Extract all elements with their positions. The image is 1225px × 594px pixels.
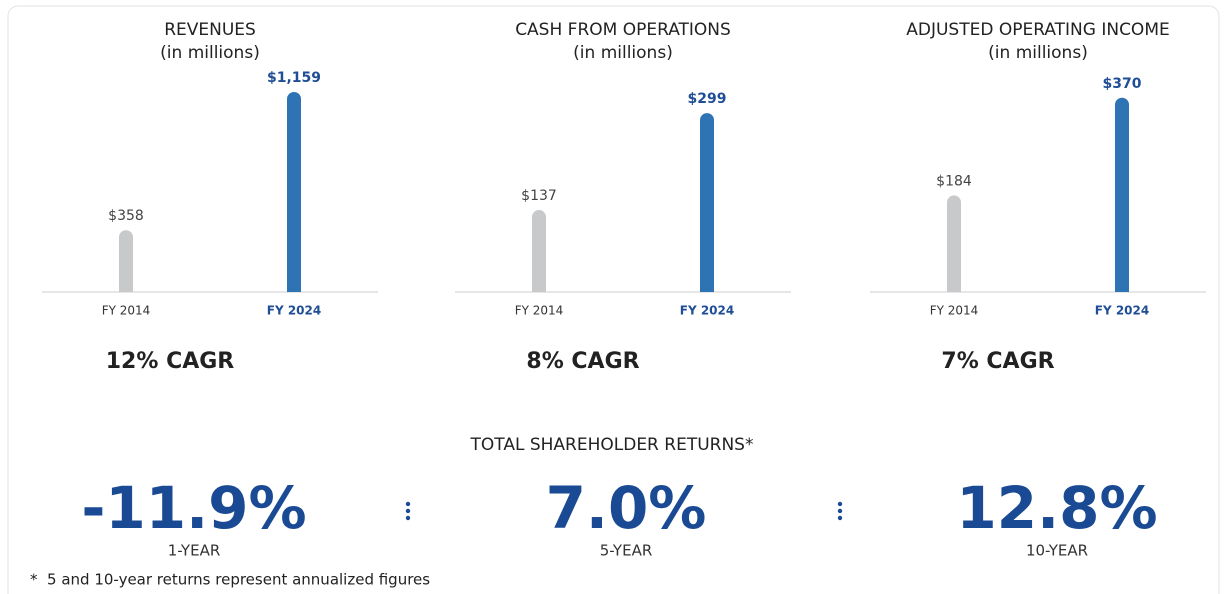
annotation: 8% CAGR [526, 349, 639, 374]
bar [947, 195, 961, 292]
return-value: 12.8% [956, 474, 1157, 542]
x-tick-label: FY 2014 [102, 304, 151, 318]
value-label: $299 [688, 91, 727, 107]
x-tick-label: FY 2014 [515, 304, 564, 318]
annotation: 7% CAGR [941, 349, 1054, 374]
chart-title: CASH FROM OPERATIONS [515, 20, 731, 40]
chart-subtitle: (in millions) [573, 43, 673, 63]
value-label: $137 [521, 188, 557, 204]
annotation: 12% CAGR [106, 349, 235, 374]
x-tick-label: FY 2024 [680, 304, 734, 318]
value-label: $358 [108, 208, 144, 224]
value-label: $1,159 [267, 70, 321, 86]
card [7, 5, 1220, 594]
x-tick-label: FY 2014 [930, 304, 979, 318]
chart-title: ADJUSTED OPERATING INCOME [906, 20, 1169, 40]
bar [119, 230, 133, 292]
return-label: 10-YEAR [1026, 542, 1088, 560]
bar [532, 210, 546, 292]
bar [287, 92, 301, 292]
separator [405, 501, 843, 521]
return-label: 5-YEAR [600, 542, 653, 560]
chart-subtitle: (in millions) [988, 43, 1088, 63]
x-tick-label: FY 2024 [267, 304, 321, 318]
return-label: 1-YEAR [168, 542, 221, 560]
returns-title: TOTAL SHAREHOLDER RETURNS* [470, 435, 754, 455]
chart-subtitle: (in millions) [160, 43, 260, 63]
bar [1115, 97, 1129, 293]
x-tick-label: FY 2024 [1095, 304, 1149, 318]
value-label: $370 [1103, 76, 1142, 92]
return-value: 7.0% [546, 474, 707, 542]
return-value: -11.9% [81, 474, 306, 542]
value-label: $184 [936, 173, 972, 189]
chart-title: REVENUES [164, 20, 256, 40]
bar [700, 113, 714, 293]
footnote: * 5 and 10-year returns represent annual… [30, 571, 430, 589]
